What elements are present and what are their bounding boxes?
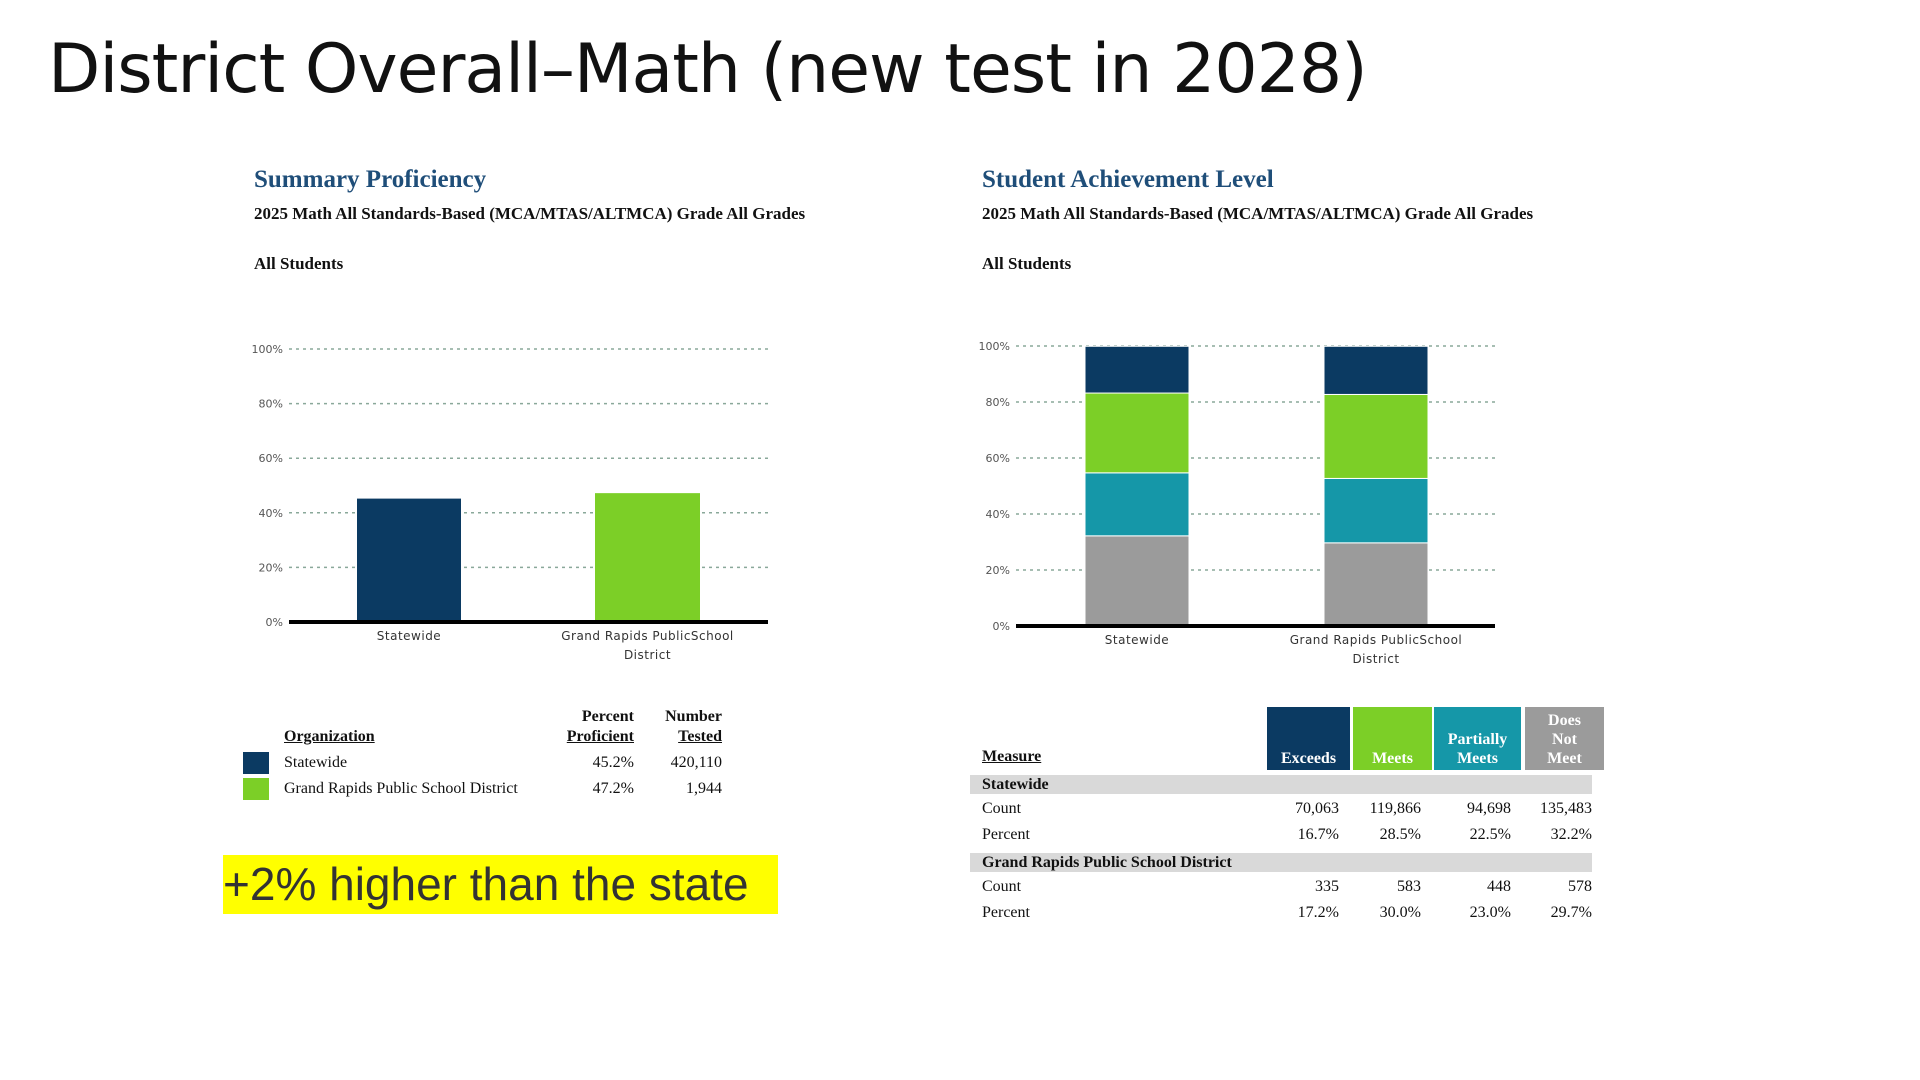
bar (595, 493, 700, 622)
bar-segment-exceeds (1323, 345, 1429, 395)
bar-segment-does-not-meet (1084, 535, 1190, 627)
x-category-label: District (624, 648, 671, 662)
table-cell: 583 (1397, 878, 1421, 895)
y-tick-label: 40% (259, 507, 283, 520)
legend-header-number: Number (665, 708, 722, 725)
bar-segment-partially-meets (1084, 472, 1190, 537)
y-tick-label: 80% (259, 398, 283, 411)
table-header-exceeds: Exceeds (1267, 707, 1350, 770)
legend-row-percent: 45.2% (592, 754, 634, 771)
achievement-level-group: All Students (982, 254, 1072, 273)
table-cell: 94,698 (1467, 800, 1511, 817)
table-cell: 28.5% (1379, 826, 1421, 843)
callout-highlight: +2% higher than the state (223, 855, 778, 914)
y-tick-label: 80% (986, 396, 1010, 409)
summary-proficiency-title: Summary Proficiency (254, 166, 487, 193)
bar (357, 498, 461, 622)
y-tick-label: 0% (266, 616, 283, 629)
table-header-does-not-meet: Does Not Meet (1525, 707, 1604, 770)
table-header-partially-meets: Partially Meets (1434, 707, 1521, 770)
table-cell: 70,063 (1295, 800, 1339, 817)
legend-swatch-district (243, 778, 269, 800)
table-row-label: Percent (982, 904, 1030, 921)
achievement-level-subtitle: 2025 Math All Standards-Based (MCA/MTAS/… (982, 204, 1534, 223)
table-row-label: Count (982, 800, 1022, 817)
table-cell: 16.7% (1297, 826, 1339, 843)
table-cell: 578 (1568, 878, 1592, 895)
bar-segment-partially-meets (1323, 477, 1429, 544)
summary-proficiency-group: All Students (254, 254, 344, 273)
table-cell: 22.5% (1469, 826, 1511, 843)
legend-swatch-statewide (243, 752, 269, 774)
y-tick-label: 60% (259, 452, 283, 465)
legend-header-tested: Tested (678, 728, 722, 745)
table-cell: 448 (1487, 878, 1511, 895)
table-header-meets: Meets (1353, 707, 1432, 770)
table-row-label: Count (982, 878, 1022, 895)
table-group-band: Grand Rapids Public School District (970, 853, 1592, 872)
legend-row-tested: 1,944 (686, 780, 722, 797)
table-cell: 29.7% (1550, 904, 1592, 921)
legend-header-percent: Percent (581, 708, 634, 725)
y-tick-label: 20% (259, 561, 283, 574)
legend-row-name: Statewide (284, 754, 348, 771)
y-tick-label: 20% (986, 564, 1010, 577)
table-cell: 335 (1315, 878, 1339, 895)
bar-segment-meets (1084, 392, 1190, 474)
table-cell: 30.0% (1379, 904, 1421, 921)
table-cell: 135,483 (1540, 800, 1592, 817)
table-cell: 23.0% (1469, 904, 1511, 921)
x-category-label: Grand Rapids PublicSchool (1290, 633, 1463, 647)
x-category-label: Statewide (1105, 633, 1169, 647)
y-tick-label: 40% (986, 508, 1010, 521)
legend-row-percent: 47.2% (592, 780, 634, 797)
x-category-label: Statewide (377, 629, 441, 643)
table-group-band: Statewide (970, 775, 1592, 794)
legend-header-proficient: Proficient (566, 728, 634, 745)
table-header-measure: Measure (982, 748, 1042, 765)
legend-row-tested: 420,110 (670, 754, 722, 771)
x-category-label: Grand Rapids PublicSchool (561, 629, 734, 643)
bar-segment-does-not-meet (1323, 542, 1429, 627)
slide-title: District Overall–Math (new test in 2028) (48, 30, 1368, 109)
table-cell: 32.2% (1550, 826, 1592, 843)
table-row-label: Percent (982, 826, 1030, 843)
y-tick-label: 60% (986, 452, 1010, 465)
y-tick-label: 0% (993, 620, 1010, 633)
table-cell: 119,866 (1369, 800, 1421, 817)
x-category-label: District (1352, 652, 1399, 666)
achievement-level-title: Student Achievement Level (982, 166, 1274, 193)
bar-segment-exceeds (1084, 345, 1190, 394)
summary-proficiency-subtitle: 2025 Math All Standards-Based (MCA/MTAS/… (254, 204, 806, 223)
y-tick-label: 100% (979, 340, 1010, 353)
table-cell: 17.2% (1297, 904, 1339, 921)
legend-header-organization: Organization (284, 728, 375, 745)
legend-row-name: Grand Rapids Public School District (284, 780, 518, 797)
bar-segment-meets (1323, 393, 1429, 479)
y-tick-label: 100% (252, 343, 283, 356)
